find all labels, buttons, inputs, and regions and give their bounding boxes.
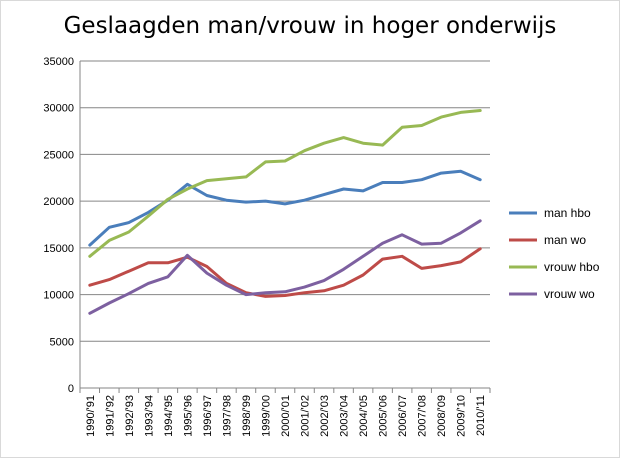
- y-tick-label: 25000: [43, 149, 74, 161]
- legend-label: vrouw wo: [544, 287, 595, 301]
- series-line-vrouw-hbo: [88, 109, 482, 258]
- x-tick-label: 2001/'02: [300, 395, 312, 437]
- x-tick-label: 1993/'94: [143, 395, 155, 437]
- y-tick-label: 15000: [43, 243, 74, 255]
- x-tick-label: 2009/'10: [456, 395, 468, 437]
- x-tick-label: 2004/'05: [358, 395, 370, 437]
- x-tick-label: 2000/'01: [280, 395, 292, 437]
- x-tick-label: 1992/'93: [124, 395, 136, 437]
- x-tick-label: 1998/'99: [241, 395, 253, 437]
- y-tick-label: 35000: [43, 56, 74, 68]
- x-tick-label: 1991/'92: [104, 395, 116, 437]
- legend-label: vrouw hbo: [544, 260, 600, 274]
- x-tick-label: 2005/'06: [378, 395, 390, 437]
- x-tick-label: 1994/'95: [163, 395, 175, 437]
- series-line-man-hbo: [88, 169, 482, 247]
- x-tick-label: 2003/'04: [339, 395, 351, 437]
- x-tick-label: 2002/'03: [319, 395, 331, 437]
- x-tick-label: 1996/'97: [202, 395, 214, 437]
- legend-label: man hbo: [544, 206, 591, 220]
- y-tick-label: 30000: [43, 103, 74, 115]
- x-tick-label: 1997/'98: [221, 395, 233, 437]
- x-tick-label: 2007/'08: [417, 395, 429, 437]
- x-tick-label: 1995/'96: [182, 395, 194, 437]
- y-tick-label: 0: [68, 383, 74, 395]
- series-line-vrouw-wo: [88, 219, 482, 315]
- series-line-man-wo: [88, 247, 482, 298]
- y-tick-label: 20000: [43, 196, 74, 208]
- x-tick-label: 1990/'91: [85, 395, 97, 437]
- legend-label: man wo: [544, 233, 586, 247]
- x-tick-label: 2010/'11: [475, 395, 487, 436]
- x-tick-label: 2008/'09: [436, 395, 448, 437]
- chart-title: Geslaagden man/vrouw in hoger onderwijs: [63, 13, 557, 39]
- y-tick-label: 10000: [43, 290, 74, 302]
- x-tick-label: 2006/'07: [397, 395, 409, 437]
- x-tick-label: 1999/'00: [260, 395, 272, 437]
- y-tick-label: 5000: [50, 336, 74, 348]
